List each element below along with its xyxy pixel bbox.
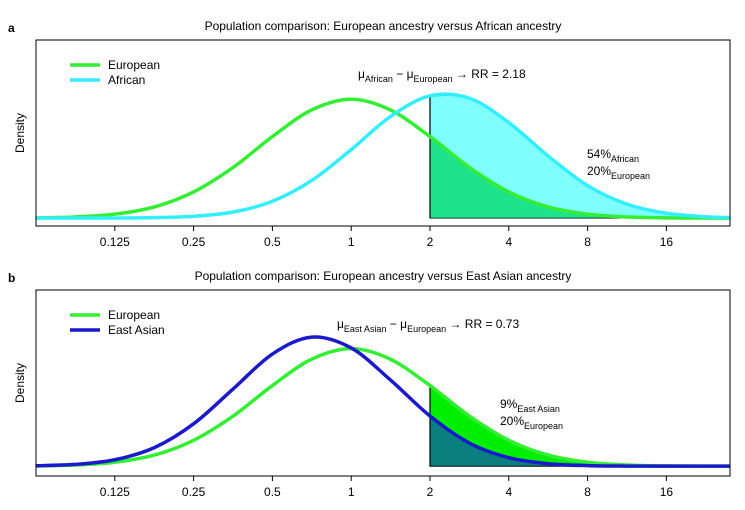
chart-title: Population comparison: European ancestry… [195, 269, 572, 283]
x-tick-label: 2 [427, 235, 434, 249]
x-tick-label: 0.125 [100, 235, 130, 249]
panel-label: b [8, 271, 15, 285]
percent-label: 54%African [587, 147, 639, 164]
panel-label: a [8, 21, 15, 35]
chart-panel: a Population comparison: European ancestr… [8, 19, 731, 249]
percent-value: 20% [587, 164, 611, 178]
percent-group: East Asian [517, 404, 560, 414]
legend-label: East Asian [108, 323, 165, 337]
percent-value: 20% [500, 414, 524, 428]
annotation-part: − [386, 317, 400, 331]
annotation-part: East Asian [344, 324, 387, 334]
x-tick-label: 1 [348, 235, 355, 249]
x-tick-label: 4 [505, 485, 512, 499]
percent-value: 9% [500, 397, 518, 411]
percent-label: 9%East Asian [500, 397, 560, 414]
y-axis-label: Density [13, 113, 27, 153]
x-tick-label: 0.25 [182, 485, 206, 499]
x-tick-label: 0.5 [264, 235, 281, 249]
x-tick-label: 8 [584, 235, 591, 249]
annotation-part: African [365, 74, 393, 84]
plot-frame [35, 39, 731, 227]
density-curve [35, 92, 731, 220]
percent-label: 20%European [587, 164, 650, 181]
percent-label: 20%European [500, 414, 563, 431]
percent-value: 54% [587, 147, 611, 161]
annotation-part: μ [400, 317, 407, 331]
x-tick-label: 16 [660, 235, 674, 249]
annotation-part: European [414, 74, 453, 84]
density-curve [35, 335, 731, 468]
x-tick-label: 16 [660, 485, 674, 499]
legend-label: European [108, 308, 160, 322]
percent-group: European [524, 421, 563, 431]
x-tick-label: 0.5 [264, 485, 281, 499]
x-tick-label: 0.25 [182, 235, 206, 249]
chart-title: Population comparison: European ancestry… [205, 19, 562, 33]
annotation-part: → RR = 2.18 [453, 67, 526, 81]
annotation-part: − [393, 67, 407, 81]
x-tick-label: 1 [348, 485, 355, 499]
rr-annotation: μAfrican − μEuropean → RR = 2.18 [358, 67, 526, 84]
legend-label: African [108, 73, 145, 87]
annotation-part: European [407, 324, 446, 334]
legend-label: European [108, 58, 160, 72]
rr-annotation: μEast Asian − μEuropean → RR = 0.73 [337, 317, 519, 334]
x-tick-label: 0.125 [100, 485, 130, 499]
annotation-part: μ [407, 67, 414, 81]
density-curve [35, 97, 731, 220]
annotation-part: μ [337, 317, 344, 331]
percent-group: European [611, 171, 650, 181]
density-curve [35, 346, 731, 468]
annotation-part: → RR = 0.73 [446, 317, 519, 331]
x-tick-label: 4 [505, 235, 512, 249]
percent-group: African [611, 154, 639, 164]
x-tick-label: 8 [584, 485, 591, 499]
plot-frame [35, 289, 731, 477]
chart-panel: b Population comparison: European ancestr… [8, 269, 731, 499]
x-tick-label: 2 [427, 485, 434, 499]
y-axis-label: Density [13, 363, 27, 403]
annotation-part: μ [358, 67, 365, 81]
